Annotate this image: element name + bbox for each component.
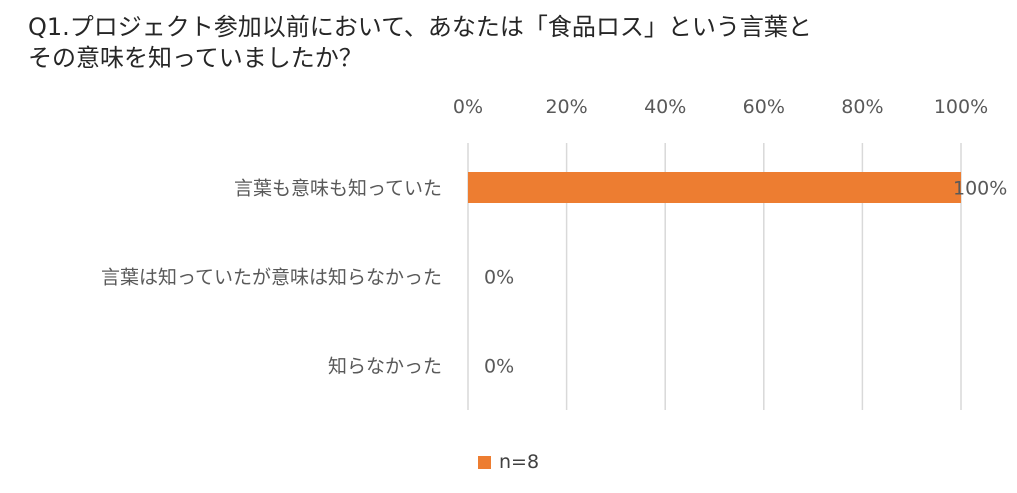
x-tick-label: 60% <box>743 96 785 118</box>
data-label: 100% <box>953 178 1007 200</box>
category-label: 知らなかった <box>328 356 442 378</box>
chart-title-line-1: Q1.プロジェクト参加以前において、あなたは「食品ロス」という言葉と <box>28 13 812 41</box>
chart-title: Q1.プロジェクト参加以前において、あなたは「食品ロス」という言葉と その意味を… <box>28 12 1008 74</box>
data-label: 0% <box>484 267 514 289</box>
legend-swatch <box>478 455 491 469</box>
x-tick-label: 100% <box>934 96 988 118</box>
legend: n=8 <box>478 451 539 473</box>
category-label: 言葉は知っていたが意味は知らなかった <box>101 267 442 289</box>
x-tick-label: 80% <box>841 96 883 118</box>
bar <box>468 172 961 203</box>
legend-label: n=8 <box>499 451 540 473</box>
x-tick-label: 20% <box>545 96 587 118</box>
x-tick-label: 40% <box>644 96 686 118</box>
x-tick-label: 0% <box>453 96 483 118</box>
data-label: 0% <box>484 356 514 378</box>
chart-title-line-2: その意味を知っていましたか？ <box>28 44 363 72</box>
category-label: 言葉も意味も知っていた <box>234 178 442 200</box>
